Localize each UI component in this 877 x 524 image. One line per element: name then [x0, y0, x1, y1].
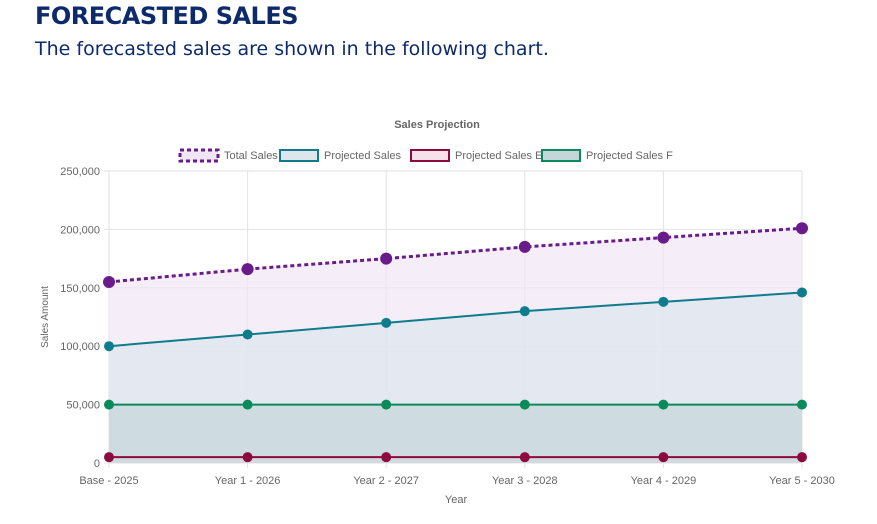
x-tick-label: Year 1 - 2026 [215, 475, 281, 487]
y-tick-label: 100,000 [60, 341, 100, 353]
data-point [519, 452, 530, 463]
data-point [657, 231, 670, 244]
data-point [797, 399, 807, 410]
data-point [241, 263, 254, 276]
data-point [796, 222, 808, 235]
series-line-0 [108, 226, 803, 284]
legend-label: Total Sales [224, 150, 278, 162]
page-subtitle: The forecasted sales are shown in the fo… [35, 38, 549, 60]
legend-swatch [178, 148, 220, 163]
data-point [104, 341, 114, 352]
y-tick-label: 50,000 [66, 400, 100, 412]
page-title: FORECASTED SALES [35, 2, 299, 30]
data-point [380, 252, 393, 265]
data-point [518, 240, 531, 253]
legend-label: Projected Sales [324, 150, 402, 162]
x-axis-label: Year [445, 494, 468, 506]
y-tick-label: 250,000 [60, 166, 100, 178]
x-tick-label: Base - 2025 [79, 475, 138, 487]
data-point [103, 275, 115, 288]
x-tick-label: Year 2 - 2027 [353, 475, 419, 487]
data-point [658, 296, 669, 307]
legend-swatch [410, 149, 450, 162]
data-point [797, 287, 807, 298]
data-point [519, 306, 530, 317]
data-point [658, 452, 669, 463]
chart-title: Sales Projection [394, 119, 480, 131]
legend-swatch [279, 149, 319, 162]
legend-label: Projected Sales F [586, 150, 673, 162]
x-tick-label: Year 3 - 2028 [492, 475, 558, 487]
data-point [104, 399, 114, 410]
data-point [519, 399, 530, 410]
y-tick-label: 200,000 [60, 224, 100, 236]
legend-label: Projected Sales E [455, 150, 542, 162]
x-tick-label: Year 5 - 2030 [769, 475, 835, 487]
data-point [797, 452, 807, 463]
series-line-1 [108, 291, 803, 348]
series-area-3 [109, 404, 802, 463]
data-point [104, 452, 114, 463]
data-point [381, 452, 392, 463]
data-point [381, 317, 392, 328]
legend-swatch [541, 149, 581, 162]
data-point [242, 399, 253, 410]
data-point [242, 452, 253, 463]
data-point [381, 399, 392, 410]
x-tick-label: Year 4 - 2029 [631, 475, 697, 487]
y-tick-label: 0 [94, 458, 100, 470]
data-point [658, 399, 669, 410]
data-point [242, 329, 253, 340]
y-axis-label: Sales Amount [40, 286, 51, 348]
y-tick-label: 150,000 [60, 283, 100, 295]
